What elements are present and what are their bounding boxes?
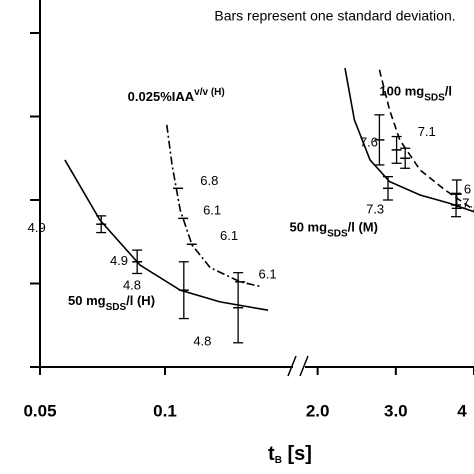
text-part: SDS	[327, 229, 348, 240]
fit-curve	[344, 67, 474, 213]
point-label: 6	[464, 181, 471, 196]
point-label: 7.2	[462, 196, 474, 211]
text-part: 100 mg	[379, 84, 424, 99]
text-part: /l	[445, 84, 452, 99]
x-tick-label: 4	[457, 401, 467, 420]
x-tick-label: 2.0	[306, 401, 330, 420]
error-bar	[400, 147, 411, 169]
point-label: 7.6	[360, 135, 378, 150]
text-part: [s]	[282, 443, 312, 465]
axis-break	[299, 355, 309, 377]
error-bar	[391, 135, 402, 164]
axis-break	[287, 355, 297, 377]
point-label: 4.9	[28, 220, 46, 235]
point-label: 6.1	[259, 267, 277, 282]
point-label: 6.8	[200, 173, 218, 188]
error-bar	[178, 261, 189, 320]
x-tick-label: 0.05	[23, 401, 56, 420]
series-label: 0.025%IAAv/v (H)	[128, 87, 225, 104]
text-part: SDS	[106, 302, 127, 313]
point-label: 4.9	[110, 253, 128, 268]
error-bar	[451, 192, 462, 218]
fit-curve	[378, 69, 474, 211]
fit-curve	[64, 159, 269, 312]
error-bar	[383, 175, 393, 201]
point-label: 4.8	[123, 277, 141, 292]
text-part: 50 mg	[289, 220, 327, 235]
x-tick-label: 3.0	[384, 401, 408, 420]
text-part: v/v (H)	[194, 87, 225, 98]
fit-curve	[166, 124, 263, 288]
point-label: 7.1	[418, 124, 436, 139]
point-label: 4.8	[193, 333, 211, 348]
point-label: 6.1	[220, 228, 238, 243]
x-tick-label: 0.1	[153, 401, 177, 420]
series-label: 100 mgSDS/l	[379, 84, 452, 104]
text-part: /l (H)	[126, 293, 155, 308]
series-label: 50 mgSDS/l (M)	[289, 220, 377, 240]
error-bar	[233, 271, 244, 344]
x-axis-label: tB [s]	[268, 443, 312, 466]
text-part: 0.025%IAA	[128, 90, 195, 105]
text-part: SDS	[424, 92, 445, 103]
text-part: /l (M)	[348, 220, 378, 235]
error-bar	[374, 114, 385, 166]
error-bar	[451, 179, 462, 210]
text-part: 50 mg	[68, 293, 106, 308]
point-label: 6.1	[203, 202, 221, 217]
error-bar	[132, 249, 143, 275]
text-part: t	[268, 443, 275, 465]
error-bar	[96, 215, 107, 234]
point-label: 7.3	[366, 201, 384, 216]
text-part: B	[275, 455, 282, 466]
series-label: 50 mgSDS/l (H)	[68, 293, 155, 313]
chart-subtitle: Bars represent one standard deviation.	[214, 8, 455, 24]
